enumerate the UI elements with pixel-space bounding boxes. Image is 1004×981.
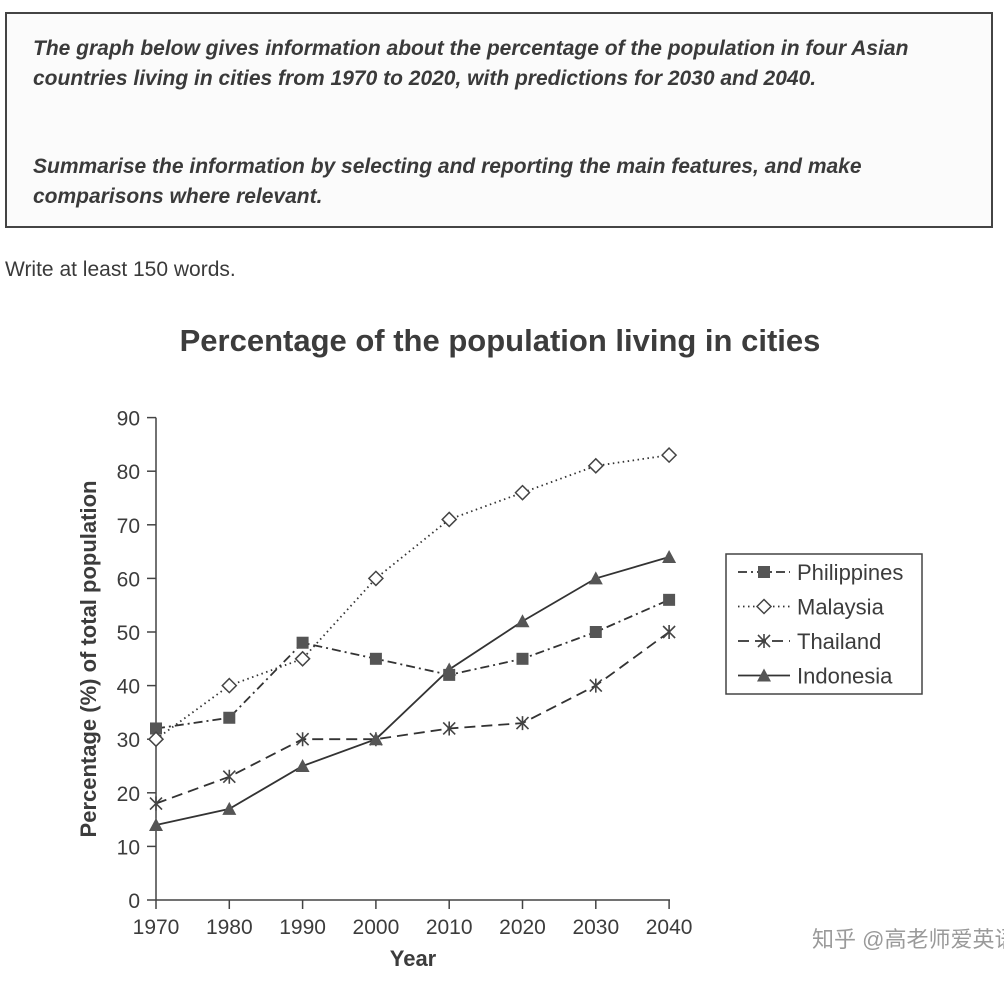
task-instruction: Summarise the information by selecting a…	[33, 155, 862, 208]
x-tick-label: 2010	[426, 916, 473, 939]
data-point-malaysia	[294, 650, 311, 667]
legend-marker-indonesia	[757, 668, 771, 682]
y-tick-label: 90	[117, 408, 140, 431]
data-point-philippines	[369, 652, 382, 665]
data-point-thailand	[222, 769, 236, 784]
word-count-instruction: Write at least 150 words.	[5, 258, 236, 281]
y-tick-label: 20	[117, 783, 140, 806]
y-tick-label: 80	[117, 461, 140, 484]
legend-label-malaysia: Malaysia	[797, 595, 885, 620]
x-tick-label: 2000	[353, 916, 400, 939]
data-point-indonesia	[295, 759, 310, 772]
watermark: 知乎 @高老师爱英语写作	[812, 927, 1004, 952]
y-tick-label: 30	[117, 729, 140, 752]
x-tick-label: 1970	[133, 916, 180, 939]
data-point-indonesia	[588, 571, 603, 585]
y-tick-label: 60	[117, 568, 140, 591]
data-point-thailand	[589, 678, 603, 693]
chart-series	[147, 447, 678, 831]
data-point-philippines	[663, 593, 676, 606]
x-tick-label: 2030	[572, 916, 619, 939]
legend-marker-thailand	[757, 634, 771, 648]
legend-marker-malaysia	[755, 598, 773, 615]
data-point-malaysia	[587, 457, 604, 474]
data-point-malaysia	[367, 570, 384, 587]
series-line-philippines	[155, 599, 670, 730]
legend-marker-philippines	[758, 566, 770, 578]
series-line-indonesia	[155, 556, 670, 826]
y-tick-label: 70	[117, 515, 140, 538]
data-point-malaysia	[221, 677, 238, 694]
legend-label-philippines: Philippines	[797, 560, 903, 585]
data-point-philippines	[223, 711, 236, 724]
data-point-indonesia	[149, 817, 163, 831]
task-description: The graph below gives information about …	[33, 37, 909, 90]
data-point-malaysia	[661, 447, 678, 464]
y-axis-label: Percentage (%) of total population	[76, 481, 101, 838]
data-point-malaysia	[147, 731, 165, 748]
data-point-philippines	[150, 722, 162, 735]
data-point-indonesia	[662, 549, 677, 563]
data-point-indonesia	[515, 614, 530, 628]
data-point-thailand	[662, 625, 676, 639]
data-point-indonesia	[442, 662, 457, 676]
y-tick-label: 10	[117, 836, 140, 859]
data-point-thailand	[442, 721, 456, 736]
series-line-thailand	[155, 631, 670, 805]
x-tick-label: 1980	[206, 916, 253, 939]
x-tick-label: 1990	[279, 916, 326, 939]
data-point-indonesia	[222, 801, 237, 815]
chart-title: Percentage of the population living in c…	[180, 323, 821, 358]
x-tick-label: 2020	[499, 916, 546, 939]
legend-label-indonesia: Indonesia	[797, 664, 893, 689]
task-box: The graph below gives information about …	[5, 12, 993, 228]
legend-label-thailand: Thailand	[797, 629, 881, 654]
y-tick-label: 0	[128, 890, 140, 913]
x-axis-label: Year	[390, 946, 437, 971]
series-line-malaysia	[155, 454, 670, 740]
data-point-philippines	[516, 652, 529, 665]
y-tick-label: 50	[117, 622, 140, 645]
data-point-malaysia	[441, 511, 458, 528]
x-tick-label: 2040	[646, 916, 693, 939]
data-point-thailand	[296, 732, 310, 747]
data-point-philippines	[296, 636, 309, 649]
data-point-indonesia	[368, 732, 383, 746]
data-point-malaysia	[514, 484, 531, 501]
chart-legend: Philippines Malaysia Thailand Indonesia	[725, 553, 923, 695]
y-tick-label: 40	[117, 676, 140, 699]
data-point-philippines	[589, 626, 602, 638]
data-point-thailand	[515, 716, 530, 731]
data-point-thailand	[149, 796, 163, 811]
